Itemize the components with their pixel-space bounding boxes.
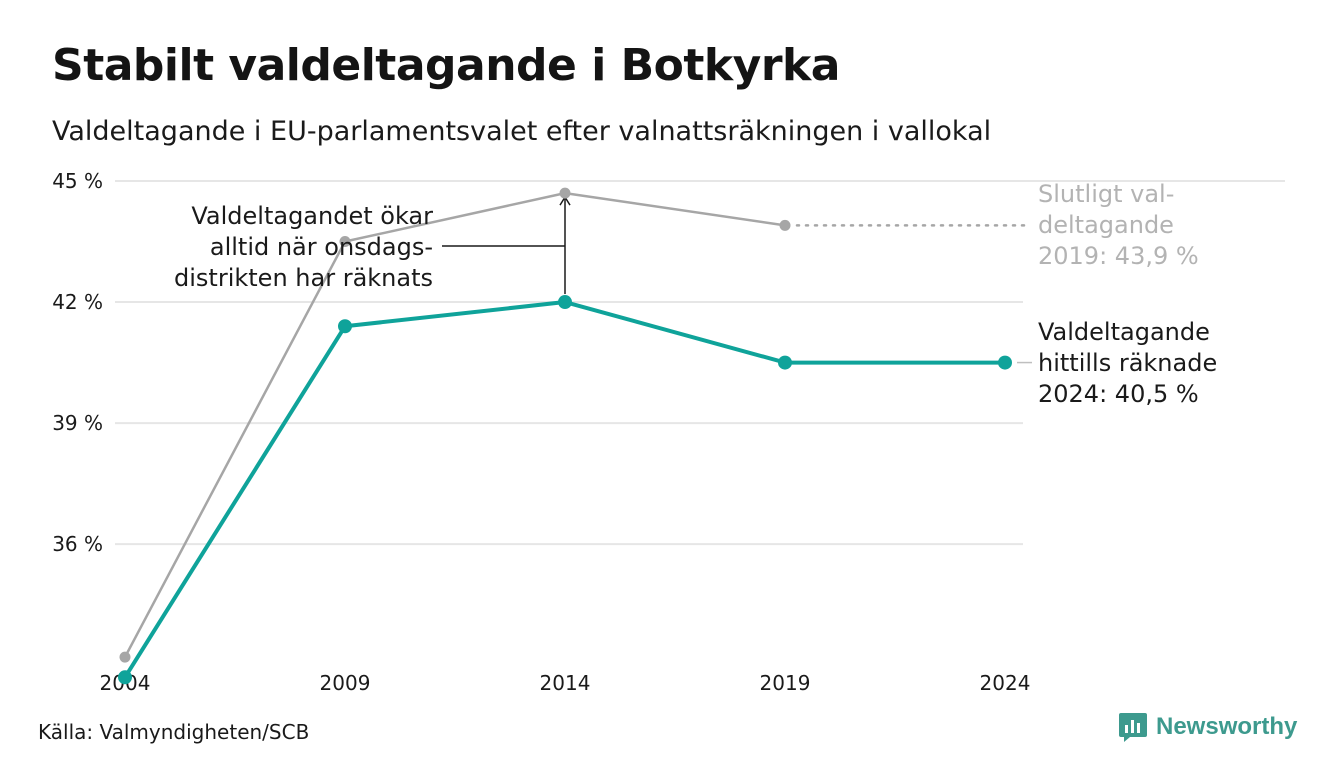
series-line-counted bbox=[123, 300, 1005, 679]
x-tick-label: 2009 bbox=[320, 671, 371, 695]
data-point-final bbox=[339, 236, 351, 248]
data-point-counted bbox=[778, 355, 792, 370]
brand-name: Newsworthy bbox=[1156, 713, 1298, 740]
data-point-counted bbox=[338, 319, 352, 334]
annotation-counted-label: Valdeltagande bbox=[1038, 318, 1210, 346]
annotation-increase-note: alltid när onsdags- bbox=[210, 233, 433, 261]
y-tick-label: 45 % bbox=[52, 169, 103, 193]
annotation-counted-label: 2024: 40,5 % bbox=[1038, 380, 1199, 408]
x-axis: 20042009201420192024 bbox=[100, 671, 1031, 695]
x-tick-label: 2024 bbox=[980, 671, 1031, 695]
data-point-counted bbox=[558, 295, 572, 310]
brand-logo: Newsworthy bbox=[1118, 712, 1297, 742]
y-tick-label: 36 % bbox=[52, 532, 103, 556]
annotation-layer bbox=[442, 195, 1032, 364]
annotation-increase-note: distrikten har räknats bbox=[174, 264, 433, 292]
annotation-final-label: Slutligt val- bbox=[1038, 180, 1174, 208]
y-tick-label: 42 % bbox=[52, 290, 103, 314]
chart-title: Stabilt valdeltagande i Botkyrka bbox=[52, 40, 841, 91]
annotation-counted-label: hittills räknade bbox=[1038, 349, 1217, 377]
y-tick-label: 39 % bbox=[52, 411, 103, 435]
label-layer: Valdeltagandet ökar alltid när onsdags-di… bbox=[174, 180, 1217, 408]
annotation-final-label: 2019: 43,9 % bbox=[1038, 242, 1199, 270]
data-point-final bbox=[559, 187, 571, 199]
annotation-final-label: deltagande bbox=[1038, 211, 1174, 239]
x-tick-label: 2014 bbox=[540, 671, 591, 695]
y-axis: 36 % 39 % 42 % 45 % bbox=[52, 169, 103, 556]
x-tick-label: 2019 bbox=[760, 671, 811, 695]
data-point-final bbox=[119, 651, 131, 663]
data-point-final bbox=[779, 219, 791, 231]
series-layer bbox=[118, 187, 1012, 685]
data-point-counted bbox=[998, 355, 1012, 370]
newsworthy-logo-icon bbox=[1119, 713, 1147, 742]
series-line-final bbox=[123, 191, 786, 658]
chart-subtitle: Valdeltagande i EU-parlamentsvalet efter… bbox=[52, 116, 992, 147]
annotation-increase-note: Valdeltagandet ökar bbox=[191, 202, 433, 230]
data-point-counted bbox=[118, 670, 132, 685]
source-note: Källa: Valmyndigheten/SCB bbox=[38, 720, 310, 744]
